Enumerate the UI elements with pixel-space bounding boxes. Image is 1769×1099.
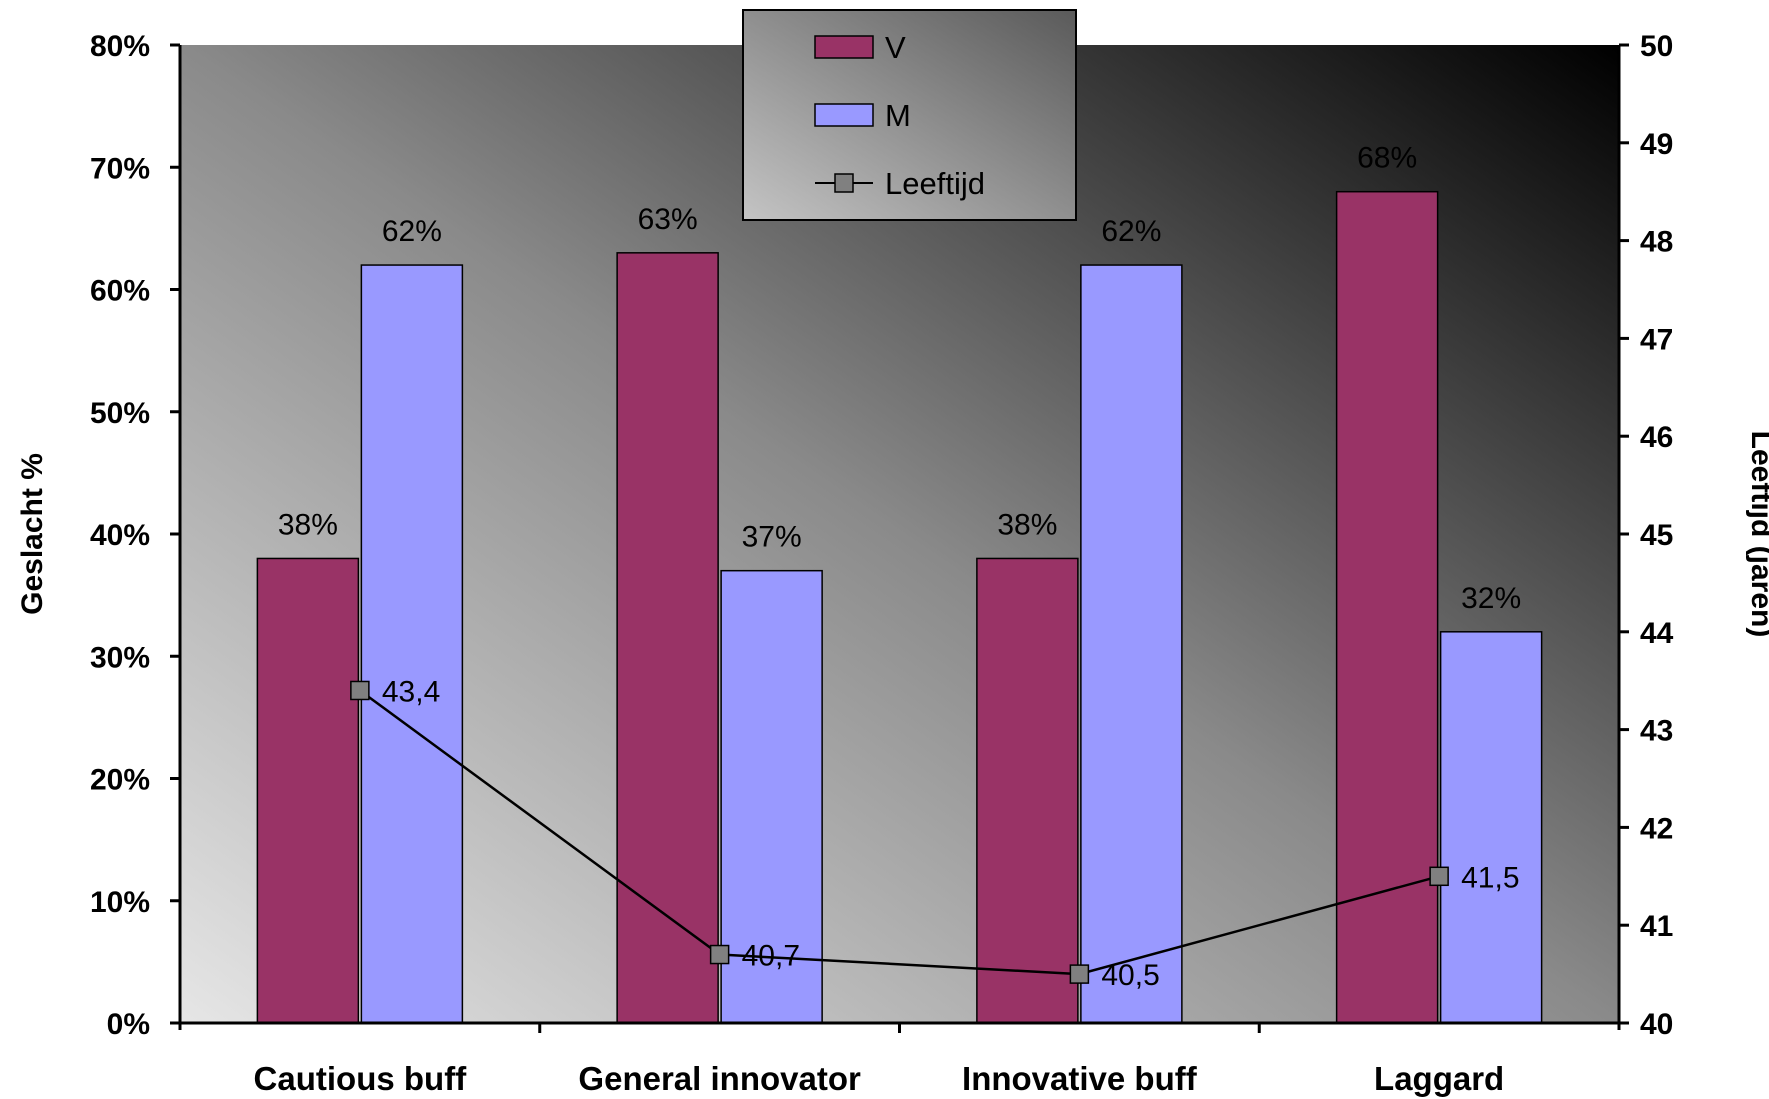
bar-data-label: 62% xyxy=(1101,215,1161,248)
left-y-tick-label: 60% xyxy=(90,275,150,308)
legend-box xyxy=(742,9,1077,221)
left-y-ticks: 0% 10% 20% 30% 40% 50% 60% 70% 80% xyxy=(90,30,180,1041)
bar-data-label: 37% xyxy=(742,521,802,554)
x-ticks: Cautious buff General innovator Innovative… xyxy=(254,1023,1504,1097)
right-y-tick-label: 44 xyxy=(1640,617,1674,650)
bar-data-label: 62% xyxy=(382,215,442,248)
line-data-label: 43,4 xyxy=(382,675,440,708)
x-tick-label: General innovator xyxy=(578,1060,861,1097)
left-y-tick-label: 0% xyxy=(107,1008,150,1041)
right-y-ticks: 40 41 42 43 44 45 46 47 48 49 50 xyxy=(1619,30,1674,1041)
left-y-tick-label: 20% xyxy=(90,764,150,797)
legend-label-v: V xyxy=(885,30,906,65)
legend-swatch-v xyxy=(814,35,874,59)
leeftijd-marker xyxy=(709,944,730,965)
right-y-tick-label: 40 xyxy=(1640,1008,1673,1041)
left-y-tick-label: 80% xyxy=(90,30,150,63)
series-leeftijd-line xyxy=(350,680,1449,984)
bar-v xyxy=(1335,190,1439,1024)
legend: V M Leeftijd xyxy=(742,9,1077,221)
series-m-bars xyxy=(360,264,1543,1024)
leeftijd-marker xyxy=(350,680,370,701)
bar-data-label: 32% xyxy=(1461,582,1521,615)
bar-m xyxy=(1439,631,1543,1024)
bar-data-label: 68% xyxy=(1357,142,1417,175)
data-labels: 38% 63% 38% 68% 62% 37% 62% 32% 43,4 40,7 40,5 41,5 xyxy=(278,142,1521,992)
bar-data-label: 38% xyxy=(278,508,338,541)
left-y-tick-label: 40% xyxy=(90,519,150,552)
legend-label-leeftijd: Leeftijd xyxy=(885,166,985,201)
x-tick-label: Laggard xyxy=(1374,1060,1504,1097)
left-y-tick-label: 50% xyxy=(90,397,150,430)
line-data-label: 40,5 xyxy=(1101,959,1159,992)
legend-marker-leeftijd xyxy=(834,173,854,193)
right-y-tick-label: 41 xyxy=(1640,910,1673,943)
right-y-tick-label: 49 xyxy=(1640,128,1673,161)
right-y-tick-label: 48 xyxy=(1640,226,1673,259)
right-y-tick-label: 43 xyxy=(1640,715,1673,748)
leeftijd-line xyxy=(359,689,1440,976)
leeftijd-marker xyxy=(1069,964,1090,984)
bar-m xyxy=(360,264,464,1024)
bar-v xyxy=(616,252,719,1024)
left-y-tick-label: 10% xyxy=(90,886,150,919)
line-data-label: 41,5 xyxy=(1461,861,1519,894)
right-y-tick-label: 47 xyxy=(1640,323,1673,356)
right-y-tick-label: 46 xyxy=(1640,421,1673,454)
left-y-tick-label: 70% xyxy=(90,152,150,185)
series-v-bars xyxy=(256,190,1439,1024)
y-axis-title-left: Geslacht % xyxy=(16,453,49,615)
y-axis-title-right: Leeftijd (jaren) xyxy=(1745,431,1769,638)
bar-data-label: 38% xyxy=(997,508,1057,541)
bar-m xyxy=(1080,264,1183,1024)
left-y-tick-label: 30% xyxy=(90,641,150,674)
bar-v xyxy=(256,557,360,1024)
legend-swatch-m xyxy=(814,103,874,127)
leeftijd-marker xyxy=(1429,866,1449,887)
line-data-label: 40,7 xyxy=(742,940,800,973)
legend-label-m: M xyxy=(885,98,911,133)
right-y-tick-label: 42 xyxy=(1640,812,1673,845)
bar-data-label: 63% xyxy=(638,203,698,236)
right-y-tick-label: 45 xyxy=(1640,519,1673,552)
bar-v xyxy=(976,557,1079,1024)
right-y-tick-label: 50 xyxy=(1640,30,1673,63)
x-tick-label: Innovative buff xyxy=(962,1060,1198,1097)
x-tick-label: Cautious buff xyxy=(254,1060,468,1097)
